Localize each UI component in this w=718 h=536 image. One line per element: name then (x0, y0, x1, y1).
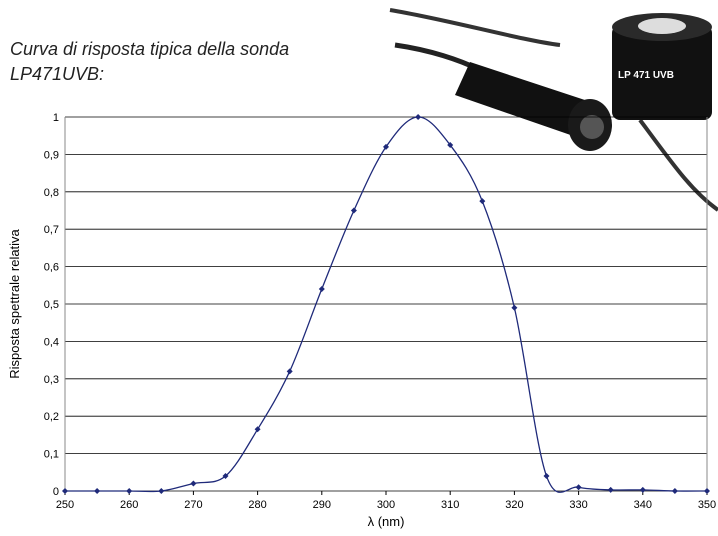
data-point (254, 426, 261, 433)
x-axis-label: λ (nm) (368, 514, 405, 529)
chart-title: Curva di risposta tipica della sonda (10, 39, 289, 59)
data-point (222, 473, 229, 480)
data-point (190, 480, 197, 487)
x-tick-label: 290 (313, 499, 331, 511)
data-point (350, 207, 357, 214)
data-point (607, 486, 614, 493)
data-point (318, 286, 325, 293)
x-tick-label: 280 (248, 499, 266, 511)
y-tick-label: 0,9 (44, 149, 59, 161)
y-tick-label: 1 (53, 112, 59, 124)
x-tick-label: 320 (505, 499, 523, 511)
x-tick-label: 310 (441, 499, 459, 511)
data-point (479, 198, 486, 205)
y-tick-label: 0,5 (44, 299, 59, 311)
data-point (383, 143, 389, 150)
y-tick-label: 0 (53, 486, 59, 498)
data-point (126, 488, 133, 494)
y-tick-label: 0,7 (44, 224, 59, 236)
data-point (415, 114, 422, 120)
y-tick-label: 0,6 (44, 262, 59, 274)
x-tick-label: 270 (184, 499, 202, 511)
x-tick-label: 300 (377, 499, 395, 511)
data-point (575, 484, 582, 491)
data-point (639, 486, 646, 493)
data-point (447, 142, 454, 149)
y-tick-label: 0,3 (44, 374, 59, 386)
x-tick-label: 250 (56, 499, 74, 511)
y-tick-label: 0,4 (44, 336, 59, 348)
x-tick-label: 340 (634, 499, 652, 511)
data-point (671, 488, 678, 494)
x-tick-label: 260 (120, 499, 138, 511)
y-tick-label: 0,1 (44, 449, 59, 461)
data-point (543, 473, 550, 480)
x-tick-label: 330 (569, 499, 587, 511)
data-point (704, 488, 710, 494)
data-point (62, 488, 68, 494)
product-photo: LP 471 UVB (389, 8, 718, 212)
y-tick-label: 0,2 (44, 411, 59, 423)
chart-title: LP471UVB: (10, 64, 104, 84)
data-point (94, 488, 101, 494)
y-tick-label: 0,8 (44, 187, 59, 199)
data-point (511, 304, 518, 311)
y-axis-label: Risposta spettrale relativa (7, 228, 22, 378)
x-tick-label: 350 (698, 499, 716, 511)
data-point (286, 368, 293, 375)
series-line (64, 116, 708, 493)
data-point (158, 488, 165, 494)
product-label: LP 471 UVB (618, 70, 674, 81)
